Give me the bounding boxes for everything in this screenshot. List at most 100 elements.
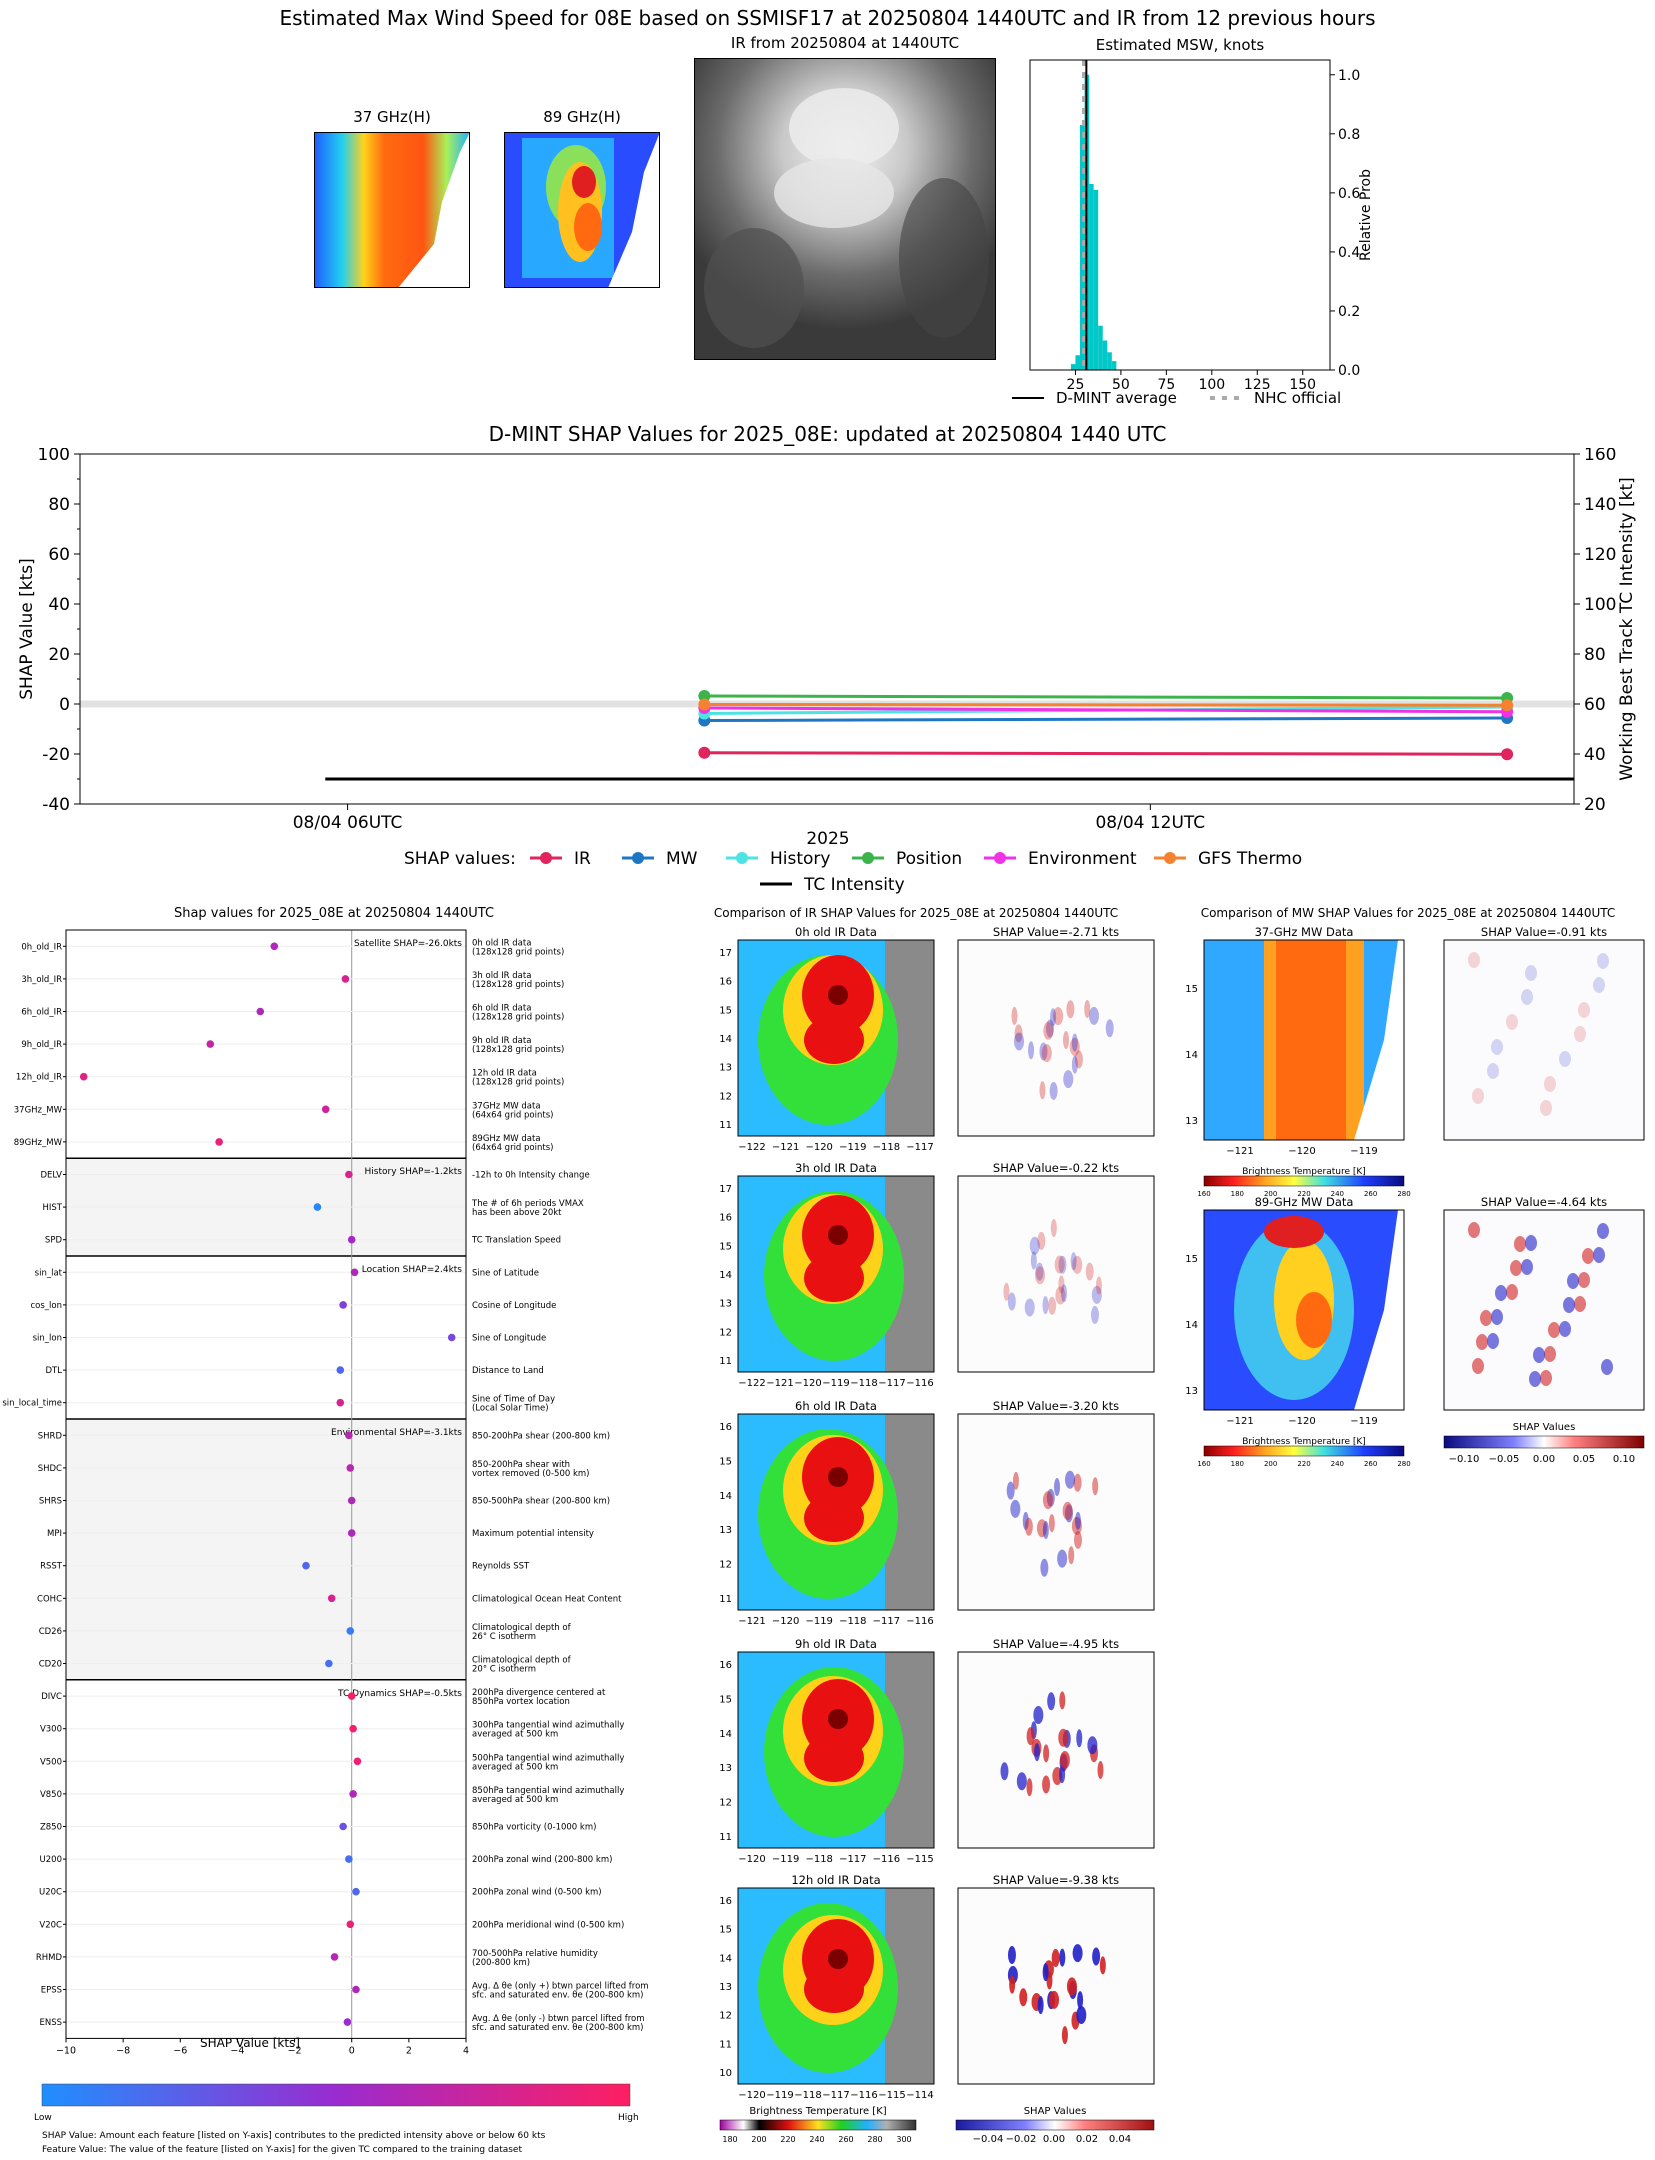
feature-name-label: 6h_old_IR bbox=[21, 1008, 62, 1018]
ir-shap-blob bbox=[1092, 1477, 1099, 1496]
feature-description: (Local Solar Time) bbox=[472, 1404, 549, 1414]
ir-shap-blob bbox=[1035, 1262, 1044, 1281]
ir-xtick-label: −115 bbox=[906, 1854, 933, 1865]
ir-shap-blob bbox=[1053, 1007, 1064, 1026]
feature-description: Climatological depth of bbox=[472, 1623, 572, 1633]
series-line-gfs-thermo bbox=[704, 703, 1508, 707]
feature-name-label: EPSS bbox=[41, 1986, 62, 1996]
ir-shap-blob bbox=[1091, 1285, 1102, 1304]
feature-shap-point bbox=[352, 1887, 360, 1896]
ir-shap-blob bbox=[1049, 1990, 1060, 2009]
ir-shap-blob bbox=[1007, 1292, 1016, 1311]
mw-bt-colorbar-tick: 160 bbox=[1197, 1460, 1210, 1468]
feature-name-label: sin_local_time bbox=[2, 1399, 62, 1409]
mw-shap-blob bbox=[1597, 953, 1609, 969]
ir-ytick-label: 13 bbox=[719, 1982, 732, 1993]
feature-description: 12h old IR data bbox=[472, 1069, 537, 1079]
histogram-ylabel: Relative Prob bbox=[1358, 169, 1374, 261]
feature-shap-point bbox=[346, 1627, 355, 1635]
feature-shap-point bbox=[346, 1920, 355, 1929]
feature-description: (64x64 grid points) bbox=[472, 1143, 553, 1153]
feature-description: 200hPa zonal wind (0-500 km) bbox=[472, 1888, 602, 1898]
feature-name-label: SHDC bbox=[38, 1464, 62, 1474]
ts-xtick-label: 08/04 06UTC bbox=[293, 813, 403, 833]
ir-shap-blob bbox=[1087, 1736, 1098, 1755]
mw-shap-blob bbox=[1472, 1358, 1484, 1374]
ir-image-frame bbox=[737, 1175, 935, 1373]
feature-description: Maximum potential intensity bbox=[472, 1529, 594, 1539]
ir-shap-blob bbox=[1037, 1231, 1046, 1250]
ir-shap-blob bbox=[1014, 1032, 1025, 1051]
ir-shap-blob bbox=[1007, 1946, 1016, 1965]
ir-shap-blob bbox=[1070, 1252, 1077, 1271]
panel-msw-title: Estimated MSW, knots bbox=[1095, 36, 1265, 54]
ir-shap-blob bbox=[1026, 1727, 1035, 1746]
feature-name-label: DELV bbox=[40, 1171, 62, 1181]
feature-description: (128x128 grid points) bbox=[472, 1013, 564, 1023]
feature-shap-point bbox=[321, 1105, 330, 1114]
ir-xtick-label: −118 bbox=[805, 1854, 832, 1865]
ir-ytick-label: 10 bbox=[719, 2068, 732, 2079]
ts-ytick-right-label: 80 bbox=[1584, 645, 1606, 665]
feature-description: The # of 6h periods VMAX bbox=[471, 1199, 584, 1209]
ts-ytick-label: 40 bbox=[48, 595, 70, 615]
ir-xtick-label: −117 bbox=[873, 1616, 900, 1627]
ir-ytick-label: 15 bbox=[719, 1241, 732, 1252]
ir-xtick-label: −116 bbox=[873, 1854, 900, 1865]
ir-shap-blob bbox=[1076, 1729, 1083, 1748]
ir-shap-blob bbox=[1051, 1949, 1060, 1968]
summary-xtick-label: −2 bbox=[288, 2045, 302, 2056]
feature-name-label: 89GHz_MW bbox=[14, 1138, 63, 1148]
ir-xtick-label: −120 bbox=[805, 1142, 832, 1153]
mw-shap-colorbar-tick: −0.10 bbox=[1449, 1454, 1480, 1465]
ir-shap-blob bbox=[1071, 1033, 1078, 1052]
mw-shap-colorbar-label: SHAP Values bbox=[1513, 1422, 1576, 1433]
panel-ir-title: IR from 20250804 at 1440UTC bbox=[730, 34, 960, 52]
ts-ytick-right-label: 100 bbox=[1584, 595, 1616, 615]
mw-bt-colorbar-tick: 220 bbox=[1297, 1190, 1310, 1198]
feature-name-label: U200 bbox=[40, 1855, 62, 1865]
mw-shap-blob bbox=[1544, 1346, 1556, 1362]
ir-shap-colorbar-tick: 0.04 bbox=[1109, 2134, 1131, 2145]
ir-shap-blob bbox=[1074, 1050, 1083, 1069]
ir-ytick-label: 17 bbox=[719, 1184, 732, 1195]
ir-shap-blob bbox=[1099, 1956, 1106, 1975]
feature-shap-point bbox=[349, 1790, 357, 1798]
feature-shap-point bbox=[349, 1724, 357, 1733]
shap-timeseries-chart: -40 -20 0 20 40 60 80 100 20 40 60 80 100 120 140 160 08… bbox=[17, 448, 1637, 849]
feature-description: Sine of Latitude bbox=[472, 1268, 539, 1278]
ir-shap-blob bbox=[1046, 1019, 1055, 1038]
ts-ytick-label: 0 bbox=[59, 695, 70, 715]
ir-shap-blob bbox=[1037, 1996, 1044, 2015]
mw-image-red bbox=[1264, 1216, 1324, 1248]
mw-shap-blob bbox=[1533, 1347, 1545, 1363]
legend-swatch-dot bbox=[632, 852, 644, 864]
ir-shap-title: SHAP Value=-4.95 kts bbox=[993, 1637, 1119, 1651]
ir-ytick-label: 11 bbox=[719, 2039, 732, 2050]
mw-ytick-label: 14 bbox=[1185, 1320, 1198, 1331]
ir-shap-blob bbox=[1059, 1948, 1066, 1967]
mw-panel-title: 89-GHz MW Data bbox=[1255, 1195, 1354, 1209]
mw-shap-blob bbox=[1510, 1260, 1522, 1276]
feature-shap-point bbox=[347, 1529, 356, 1537]
feature-name-label: CD26 bbox=[39, 1627, 62, 1637]
ir-shap-blob bbox=[1076, 2005, 1087, 2024]
mw-shap-blob bbox=[1525, 965, 1537, 981]
ir-shap-blob bbox=[1095, 1276, 1102, 1295]
group-label: Location SHAP=2.4kts bbox=[362, 1265, 463, 1275]
feature-name-label: U20C bbox=[39, 1888, 62, 1898]
ir-xtick-label: −117 bbox=[878, 1378, 905, 1389]
panel-37-title: 37 GHz(H) bbox=[353, 108, 431, 126]
ir-shap-blob bbox=[1029, 1236, 1040, 1255]
ir-ytick-label: 16 bbox=[719, 1213, 732, 1224]
feature-description: (128x128 grid points) bbox=[472, 1045, 564, 1055]
feature-description: 500hPa tangential wind azimuthally bbox=[472, 1753, 624, 1763]
ir-compare-title: Comparison of IR SHAP Values for 2025_08… bbox=[713, 906, 1119, 920]
mw-xtick-label: −121 bbox=[1226, 1416, 1253, 1427]
mw-ytick-label: 15 bbox=[1185, 984, 1198, 995]
mw-bt-colorbar bbox=[1203, 1445, 1405, 1457]
ir-xtick-label: −119 bbox=[805, 1616, 832, 1627]
feature-name-label: RHMD bbox=[36, 1953, 63, 1963]
mw-bt-colorbar-tick: 240 bbox=[1331, 1190, 1344, 1198]
ir-image-frame bbox=[737, 939, 935, 1137]
